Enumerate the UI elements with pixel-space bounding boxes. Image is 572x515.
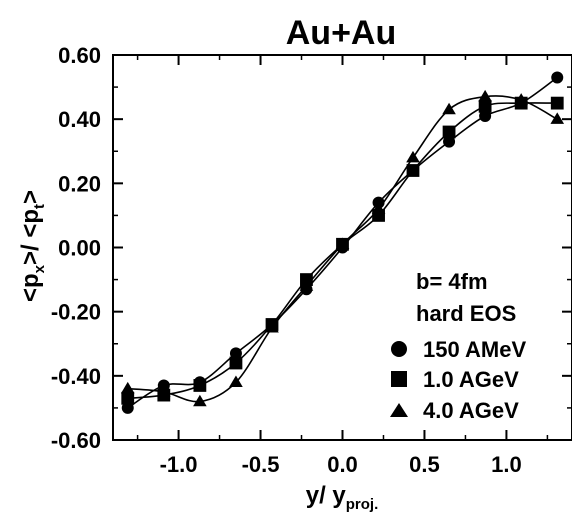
data-point-triangle	[550, 112, 565, 124]
axis-ticks: -1.0 -0.5 0.0 0.5 1.0 -0.60 -0.40 -0.20 0.00 0.20…	[51, 43, 572, 477]
data-point-square	[229, 356, 243, 370]
x-axis-label: y/ yproj.	[306, 482, 379, 513]
data-point-triangle	[442, 102, 456, 115]
legend-label-series-2: 1.0 AGeV	[423, 367, 519, 392]
data-point-square	[478, 99, 492, 113]
data-point-triangle	[229, 375, 243, 388]
data-point-circle	[443, 135, 456, 148]
x-axis-label-main: y/ y	[306, 482, 347, 509]
x-tick-label: -1.0	[160, 452, 198, 477]
data-point-triangle	[120, 381, 135, 394]
x-tick-label: -0.5	[242, 452, 280, 477]
data-point-triangle	[193, 394, 207, 407]
legend-marker-square	[391, 371, 407, 387]
y-axis-label-part2: >/ <p	[17, 209, 44, 265]
legend-label-series-3: 4.0 AGeV	[423, 398, 519, 423]
data-point-square	[193, 379, 207, 392]
y-axis-label: <px>/ <pt>	[17, 190, 48, 302]
data-point-triangle	[514, 93, 528, 105]
y-axis-label-part3: >	[17, 190, 44, 204]
data-point-circle	[121, 401, 134, 414]
annotation-impact-parameter: b= 4fm	[416, 269, 488, 294]
x-tick-label: 1.0	[491, 452, 522, 477]
data-point-square	[406, 164, 420, 177]
data-point-circle	[551, 71, 564, 84]
data-point-triangle	[157, 385, 171, 397]
data-point-triangle	[265, 320, 279, 333]
series-markers	[120, 71, 565, 414]
data-point-square	[550, 96, 564, 110]
legend-marker-triangle	[390, 403, 408, 417]
annotation-eos: hard EOS	[416, 301, 516, 326]
data-point-triangle	[371, 202, 386, 214]
data-point-triangle	[335, 237, 350, 250]
data-point-circle	[479, 109, 492, 122]
x-tick-label: 0.5	[409, 452, 440, 477]
legend: 150 AMeV 1.0 AGeV 4.0 AGeV	[390, 337, 526, 423]
legend-label-series-1: 150 AMeV	[423, 337, 526, 362]
data-point-triangle	[299, 279, 314, 291]
y-tick-label: -0.20	[51, 300, 101, 325]
legend-marker-circle	[391, 341, 407, 357]
y-tick-label: 0.20	[58, 171, 101, 196]
x-tick-label: 0.0	[327, 452, 358, 477]
data-point-square	[442, 125, 456, 139]
y-axis-label-sub2: t	[31, 204, 48, 209]
data-point-triangle	[478, 89, 492, 102]
y-tick-label: -0.60	[51, 428, 101, 453]
y-tick-label: -0.40	[51, 364, 101, 389]
data-point-square	[121, 391, 135, 405]
y-tick-label: 0.60	[58, 43, 101, 68]
data-point-circle	[229, 347, 242, 360]
data-point-triangle	[406, 150, 420, 163]
y-tick-label: 0.00	[58, 236, 101, 261]
y-axis-label-part1: <p	[17, 273, 44, 302]
y-tick-label: 0.40	[58, 107, 101, 132]
x-axis-label-sub: proj.	[346, 496, 379, 513]
y-axis-label-sub1: x	[31, 264, 48, 273]
chart-title: Au+Au	[286, 14, 397, 52]
